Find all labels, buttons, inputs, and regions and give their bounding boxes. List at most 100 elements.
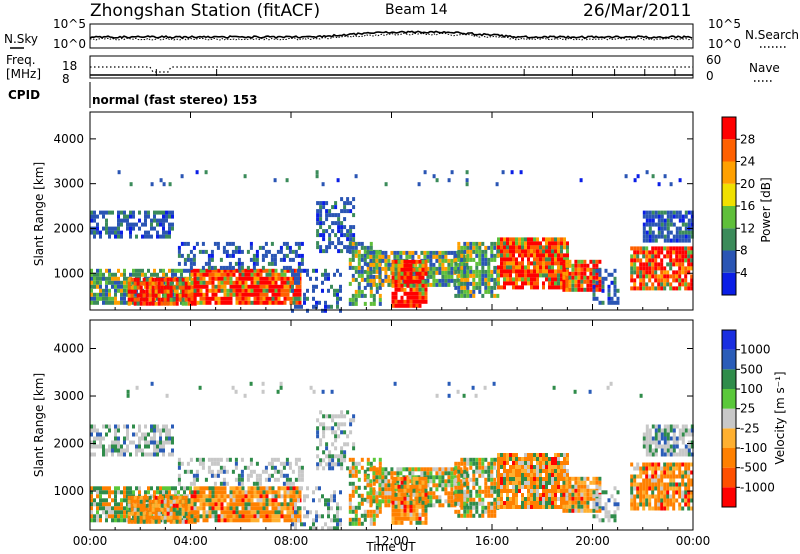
- heatmap-cell: [515, 473, 518, 477]
- heatmap-cell: [493, 281, 497, 286]
- heatmap-cell: [217, 486, 221, 491]
- heatmap-cell: [105, 518, 108, 523]
- heatmap-cell: [636, 486, 640, 491]
- heatmap-cell: [316, 213, 320, 218]
- heatmap-cell: [429, 274, 433, 279]
- heatmap-cell: [630, 266, 634, 271]
- heatmap-cell: [241, 518, 245, 523]
- heatmap-cell: [415, 508, 419, 513]
- heatmap-cell: [484, 249, 488, 254]
- heatmap-cell: [515, 257, 518, 262]
- heatmap-cell: [651, 222, 655, 227]
- colorbar-segment: [722, 250, 736, 273]
- heatmap-cell: [432, 174, 436, 179]
- heatmap-cell: [283, 514, 287, 519]
- heatmap-cell: [497, 285, 500, 290]
- heatmap-cell: [415, 480, 419, 485]
- heatmap-cell: [562, 275, 566, 280]
- heatmap-cell: [548, 497, 551, 501]
- heatmap-cell: [271, 288, 275, 293]
- heatmap-cell: [334, 422, 338, 427]
- heatmap-cell: [93, 486, 96, 491]
- heatmap-cell: [669, 218, 673, 223]
- heatmap-cell: [378, 274, 382, 279]
- heatmap-cell: [481, 253, 485, 258]
- heatmap-cell: [418, 263, 422, 268]
- heatmap-cell: [114, 276, 117, 281]
- heatmap-cell: [199, 296, 203, 301]
- heatmap-cell: [424, 492, 428, 497]
- heatmap-cell: [340, 454, 344, 459]
- heatmap-cell: [521, 257, 524, 262]
- heatmap-cell: [120, 498, 123, 503]
- heatmap-cell: [369, 521, 373, 526]
- heatmap-cell: [648, 262, 652, 267]
- heatmap-cell: [93, 214, 96, 219]
- heatmap-cell: [678, 238, 682, 243]
- heatmap-cell: [169, 277, 173, 282]
- heatmap-cell: [283, 276, 287, 281]
- heatmap-cell: [493, 269, 497, 274]
- heatmap-cell: [645, 282, 649, 287]
- heatmap-cell: [255, 473, 259, 478]
- heatmap-cell: [651, 490, 655, 495]
- heatmap-cell: [246, 473, 250, 478]
- noise-ytick-bottom-right: 10^0: [708, 37, 741, 51]
- heatmap-cell: [285, 477, 289, 482]
- heatmap-cell: [246, 249, 250, 254]
- heatmap-cell: [469, 461, 473, 466]
- heatmap-cell: [394, 275, 398, 280]
- heatmap-cell: [536, 241, 539, 246]
- heatmap-cell: [312, 304, 315, 309]
- heatmap-cell: [536, 249, 539, 254]
- heatmap-cell: [132, 210, 135, 215]
- heatmap-cell: [244, 514, 248, 519]
- heatmap-cell: [460, 249, 464, 254]
- heatmap-cell: [172, 277, 176, 282]
- heatmap-cell: [487, 505, 491, 510]
- heatmap-cell: [372, 457, 376, 462]
- heatmap-cell: [411, 270, 415, 275]
- heatmap-cell: [574, 484, 578, 489]
- heatmap-cell: [409, 287, 413, 292]
- heatmap-cell: [133, 503, 137, 508]
- heatmap-cell: [542, 481, 545, 485]
- heatmap-cell: [512, 497, 515, 501]
- heatmap-cell: [423, 254, 427, 259]
- heatmap-cell: [126, 218, 129, 223]
- heatmap-cell: [108, 428, 111, 433]
- heatmap-cell: [421, 504, 425, 509]
- heatmap-cell: [186, 257, 190, 262]
- heatmap-cell: [195, 469, 199, 474]
- heatmap-cell: [172, 507, 176, 512]
- heatmap-cell: [563, 465, 566, 469]
- nave-ytick-bottom: 0: [706, 69, 714, 83]
- heatmap-cell: [607, 296, 611, 301]
- heatmap-cell: [186, 268, 189, 273]
- heatmap-cell: [651, 174, 655, 179]
- heatmap-cell: [484, 457, 488, 462]
- heatmap-cell: [253, 486, 257, 491]
- heatmap-cell: [183, 261, 187, 266]
- heatmap-cell: [360, 501, 364, 506]
- heatmap-cell: [444, 254, 448, 259]
- heatmap-cell: [144, 230, 147, 235]
- heatmap-cell: [259, 494, 263, 499]
- heatmap-cell: [217, 502, 221, 507]
- heatmap-cell: [352, 205, 356, 210]
- heatmap-cell: [142, 499, 146, 504]
- date-title: 26/Mar/2011: [583, 1, 691, 21]
- heatmap-cell: [472, 469, 476, 474]
- heatmap-cell: [424, 287, 428, 292]
- heatmap-cell: [99, 498, 102, 503]
- heatmap-cell: [253, 272, 257, 277]
- heatmap-cell: [333, 494, 336, 499]
- heatmap-cell: [108, 276, 111, 281]
- heatmap-cell: [613, 292, 617, 297]
- heatmap-cell: [177, 261, 181, 266]
- heatmap-cell: [117, 510, 120, 515]
- heatmap-cell: [283, 494, 287, 499]
- heatmap-cell: [512, 237, 515, 242]
- heatmap-cell: [357, 501, 361, 506]
- heatmap-cell: [337, 458, 341, 463]
